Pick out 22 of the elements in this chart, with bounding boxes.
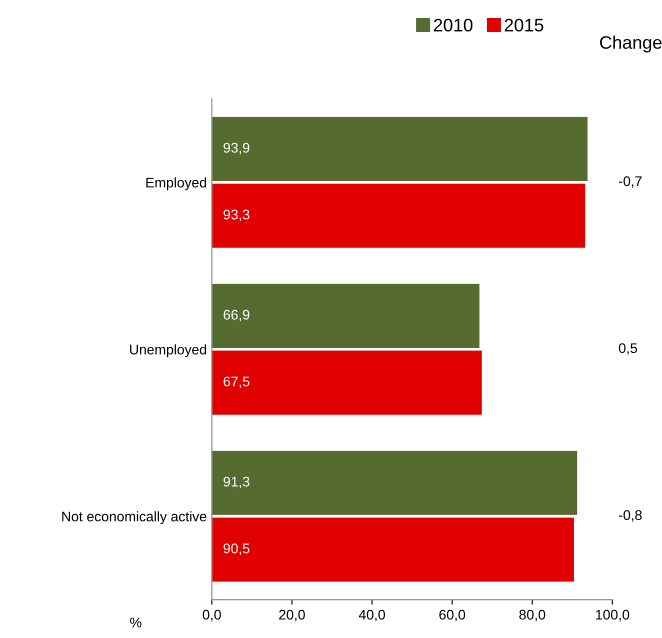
data-label: 66,9: [224, 310, 250, 322]
x-axis-title: %: [130, 618, 142, 628]
data-label: 67,5: [224, 376, 250, 388]
x-tick-label: 80,0: [519, 610, 546, 622]
x-tick-label: 40,0: [358, 610, 386, 622]
data-label: 93,9: [224, 142, 250, 154]
text: Change: [600, 36, 662, 52]
data-label: 90,5: [224, 544, 250, 556]
legend-label: 2015: [504, 18, 544, 32]
x-tick-label: 60,0: [439, 610, 466, 622]
y-tick-label: Unemployed: [130, 344, 206, 358]
text: -0,7: [618, 176, 642, 188]
data-label: 93,3: [224, 210, 250, 222]
legend-label: 2010: [434, 18, 472, 32]
x-tick-label: 20,0: [279, 610, 305, 622]
y-tick-label: Not economically active: [62, 511, 206, 524]
y-tick-label: Employed: [146, 177, 206, 190]
x-tick-label: 0,0: [202, 610, 221, 622]
data-label: 91,3: [224, 476, 250, 488]
text: -0,8: [618, 510, 642, 522]
text: 0,5: [618, 343, 638, 355]
x-tick-label: 100,0: [596, 610, 630, 622]
